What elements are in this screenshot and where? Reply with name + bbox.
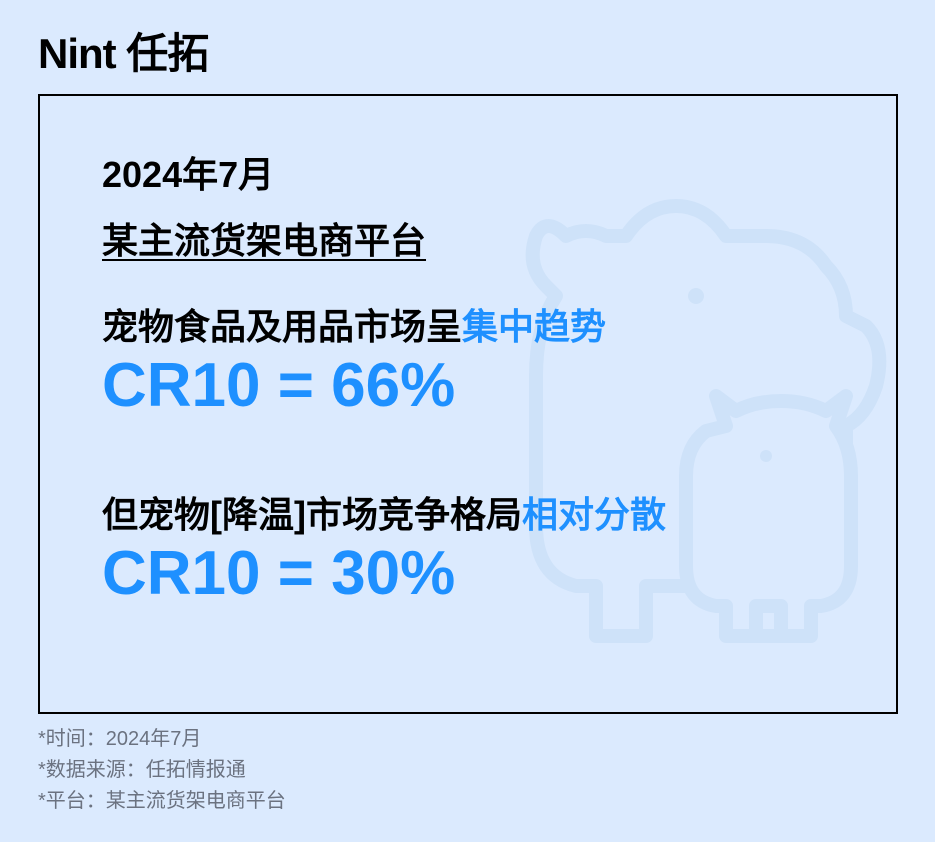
footnote-source: *数据来源：任拓情报通 (38, 755, 286, 786)
main-content-box: 2024年7月 某主流货架电商平台 宠物食品及用品市场呈集中趋势 CR10 = … (38, 94, 898, 714)
cr10-stat-1: CR10 = 66% (102, 352, 834, 420)
footnote-time: *时间：2024年7月 (38, 724, 286, 755)
footnote-platform: *平台：某主流货架电商平台 (38, 786, 286, 817)
line4-highlight: 相对分散 (522, 494, 666, 535)
platform-heading: 某主流货架电商平台 (102, 212, 834, 264)
market-trend-line: 宠物食品及用品市场呈集中趋势 (102, 298, 834, 350)
line3-prefix: 宠物食品及用品市场呈 (102, 306, 462, 347)
brand-logo: Nint 任拓 (38, 20, 208, 81)
date-heading: 2024年7月 (102, 146, 834, 198)
footnotes-section: *时间：2024年7月 *数据来源：任拓情报通 *平台：某主流货架电商平台 (38, 724, 286, 817)
logo-text: Nint 任拓 (38, 30, 208, 77)
line3-highlight: 集中趋势 (462, 306, 606, 347)
content-inner: 2024年7月 某主流货架电商平台 宠物食品及用品市场呈集中趋势 CR10 = … (102, 146, 834, 608)
line4-prefix: 但宠物[降温]市场竞争格局 (102, 494, 522, 535)
cr10-stat-2: CR10 = 30% (102, 540, 834, 608)
cooling-market-line: 但宠物[降温]市场竞争格局相对分散 (102, 486, 834, 538)
